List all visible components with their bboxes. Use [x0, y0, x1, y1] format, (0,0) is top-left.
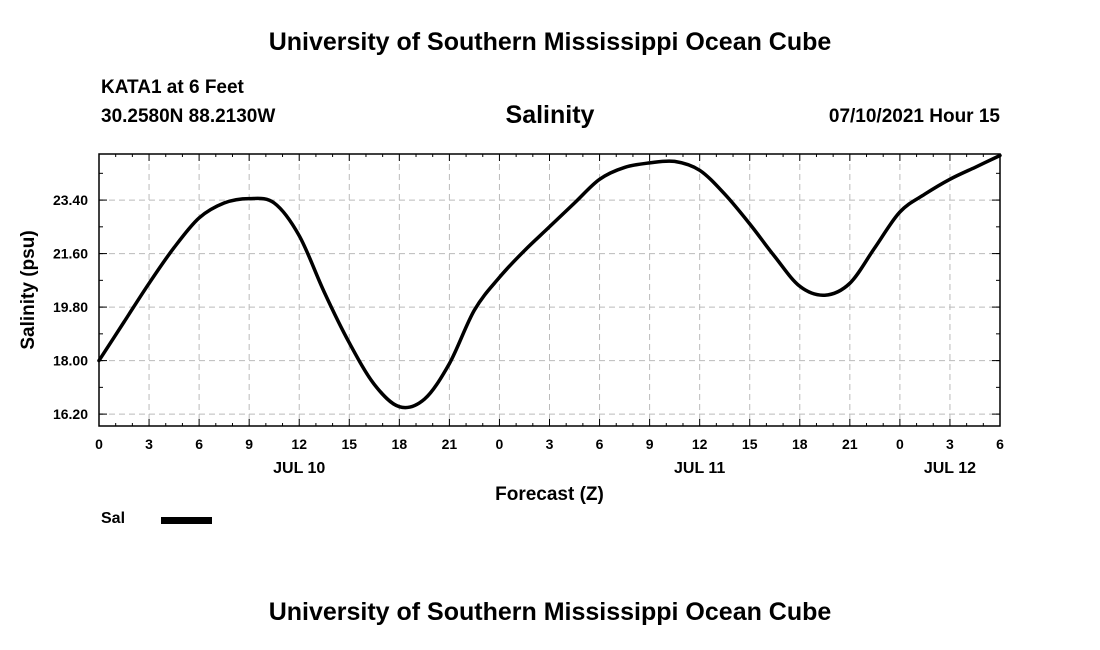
x-tick-label: 0: [496, 436, 504, 452]
y-tick-label: 16.20: [53, 406, 88, 422]
x-tick-label: 21: [842, 436, 858, 452]
salinity-series-line: [97, 153, 1002, 410]
x-tick-label: 21: [442, 436, 458, 452]
x-tick-label: 3: [946, 436, 954, 452]
footer-institution-title: University of Southern Mississippi Ocean…: [268, 598, 832, 626]
date-label: JUL 10: [273, 460, 325, 477]
x-tick-label: 12: [692, 436, 708, 452]
y-tick-label: 19.80: [53, 299, 88, 315]
x-tick-label: 18: [392, 436, 408, 452]
legend-swatch: [161, 517, 212, 524]
x-tick-label: 15: [341, 436, 357, 452]
station-label: KATA1 at 6 Feet: [101, 77, 244, 98]
x-tick-label: 18: [792, 436, 808, 452]
y-tick-label: 18.00: [53, 353, 88, 369]
date-label: JUL 12: [924, 460, 976, 477]
chart-title: Salinity: [505, 101, 595, 129]
x-tick-label: 9: [646, 436, 654, 452]
x-axis-label: Forecast (Z): [495, 484, 604, 505]
station-coordinates: 30.2580N 88.2130W: [101, 106, 276, 127]
chart-institution-title: University of Southern Mississippi Ocean…: [268, 28, 832, 56]
x-tick-label: 6: [996, 436, 1004, 452]
x-tick-label: 3: [546, 436, 554, 452]
x-tick-label: 12: [291, 436, 307, 452]
x-tick-label: 0: [95, 436, 103, 452]
x-tick-label: 3: [145, 436, 153, 452]
date-label: JUL 11: [674, 460, 725, 477]
x-tick-label: 15: [742, 436, 758, 452]
x-tick-label: 0: [896, 436, 904, 452]
forecast-timestamp: 07/10/2021 Hour 15: [828, 106, 1000, 127]
y-tick-label: 21.60: [53, 246, 88, 262]
y-tick-label: 23.40: [53, 192, 88, 208]
x-tick-label: 6: [596, 436, 604, 452]
y-axis-label: Salinity (psu): [18, 230, 39, 349]
x-tick-label: 9: [245, 436, 253, 452]
x-tick-label: 6: [195, 436, 203, 452]
legend-label: Sal: [101, 510, 126, 527]
